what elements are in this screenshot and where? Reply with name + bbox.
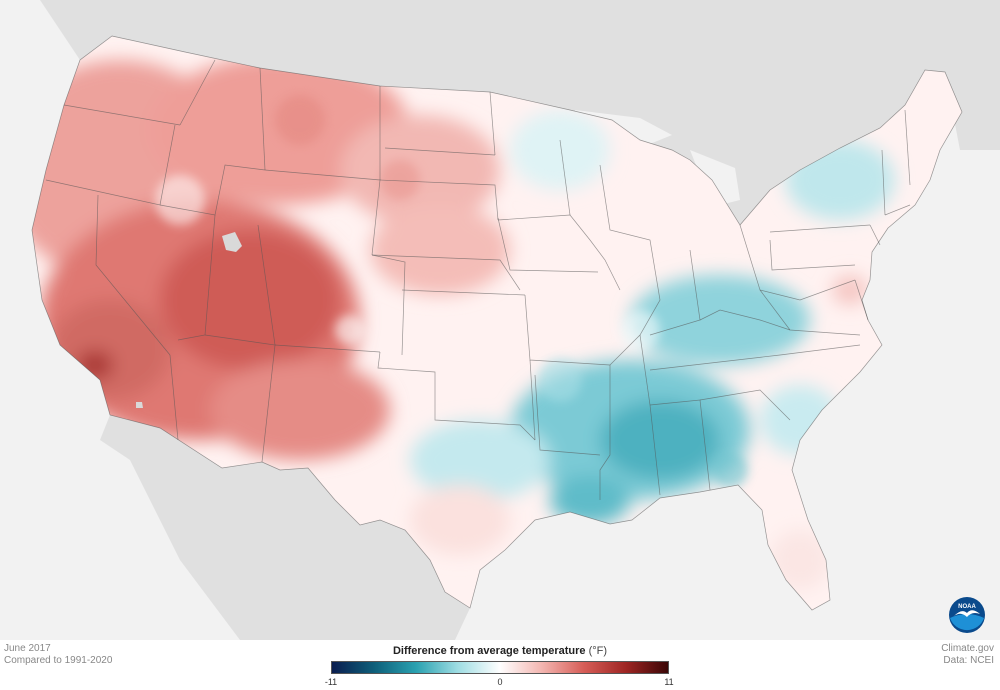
legend-title: Difference from average temperature bbox=[392, 645, 586, 657]
credits-block: Climate.gov Data: NCEI bbox=[941, 643, 994, 667]
credit-data-source: Data: NCEI bbox=[943, 655, 994, 666]
temperature-anomaly-map: NOAA bbox=[0, 0, 1000, 640]
inland-lakes bbox=[136, 232, 242, 408]
legend-color-bar bbox=[331, 661, 669, 674]
surrounding-land bbox=[0, 0, 1000, 640]
credit-site: Climate.gov bbox=[941, 643, 994, 654]
noaa-logo: NOAA bbox=[949, 597, 985, 633]
caption-baseline: Compared to 1991-2020 bbox=[4, 655, 113, 666]
state-boundaries bbox=[31, 35, 963, 611]
map-footer: June 2017 Compared to 1991-2020 Differen… bbox=[0, 640, 1000, 690]
caption-month: June 2017 bbox=[4, 643, 51, 654]
legend-title-row: Difference from average temperature (°F) bbox=[300, 644, 700, 658]
legend-mid-label: 0 bbox=[497, 677, 503, 687]
map-svg: NOAA bbox=[0, 0, 1000, 640]
legend-max-label: 11 bbox=[664, 677, 674, 687]
noaa-logo-text: NOAA bbox=[958, 604, 976, 610]
legend-unit: (°F) bbox=[588, 645, 608, 657]
caption-block: June 2017 Compared to 1991-2020 bbox=[4, 643, 112, 667]
color-legend: Difference from average temperature (°F)… bbox=[300, 644, 700, 690]
legend-min-label: -11 bbox=[324, 677, 338, 687]
